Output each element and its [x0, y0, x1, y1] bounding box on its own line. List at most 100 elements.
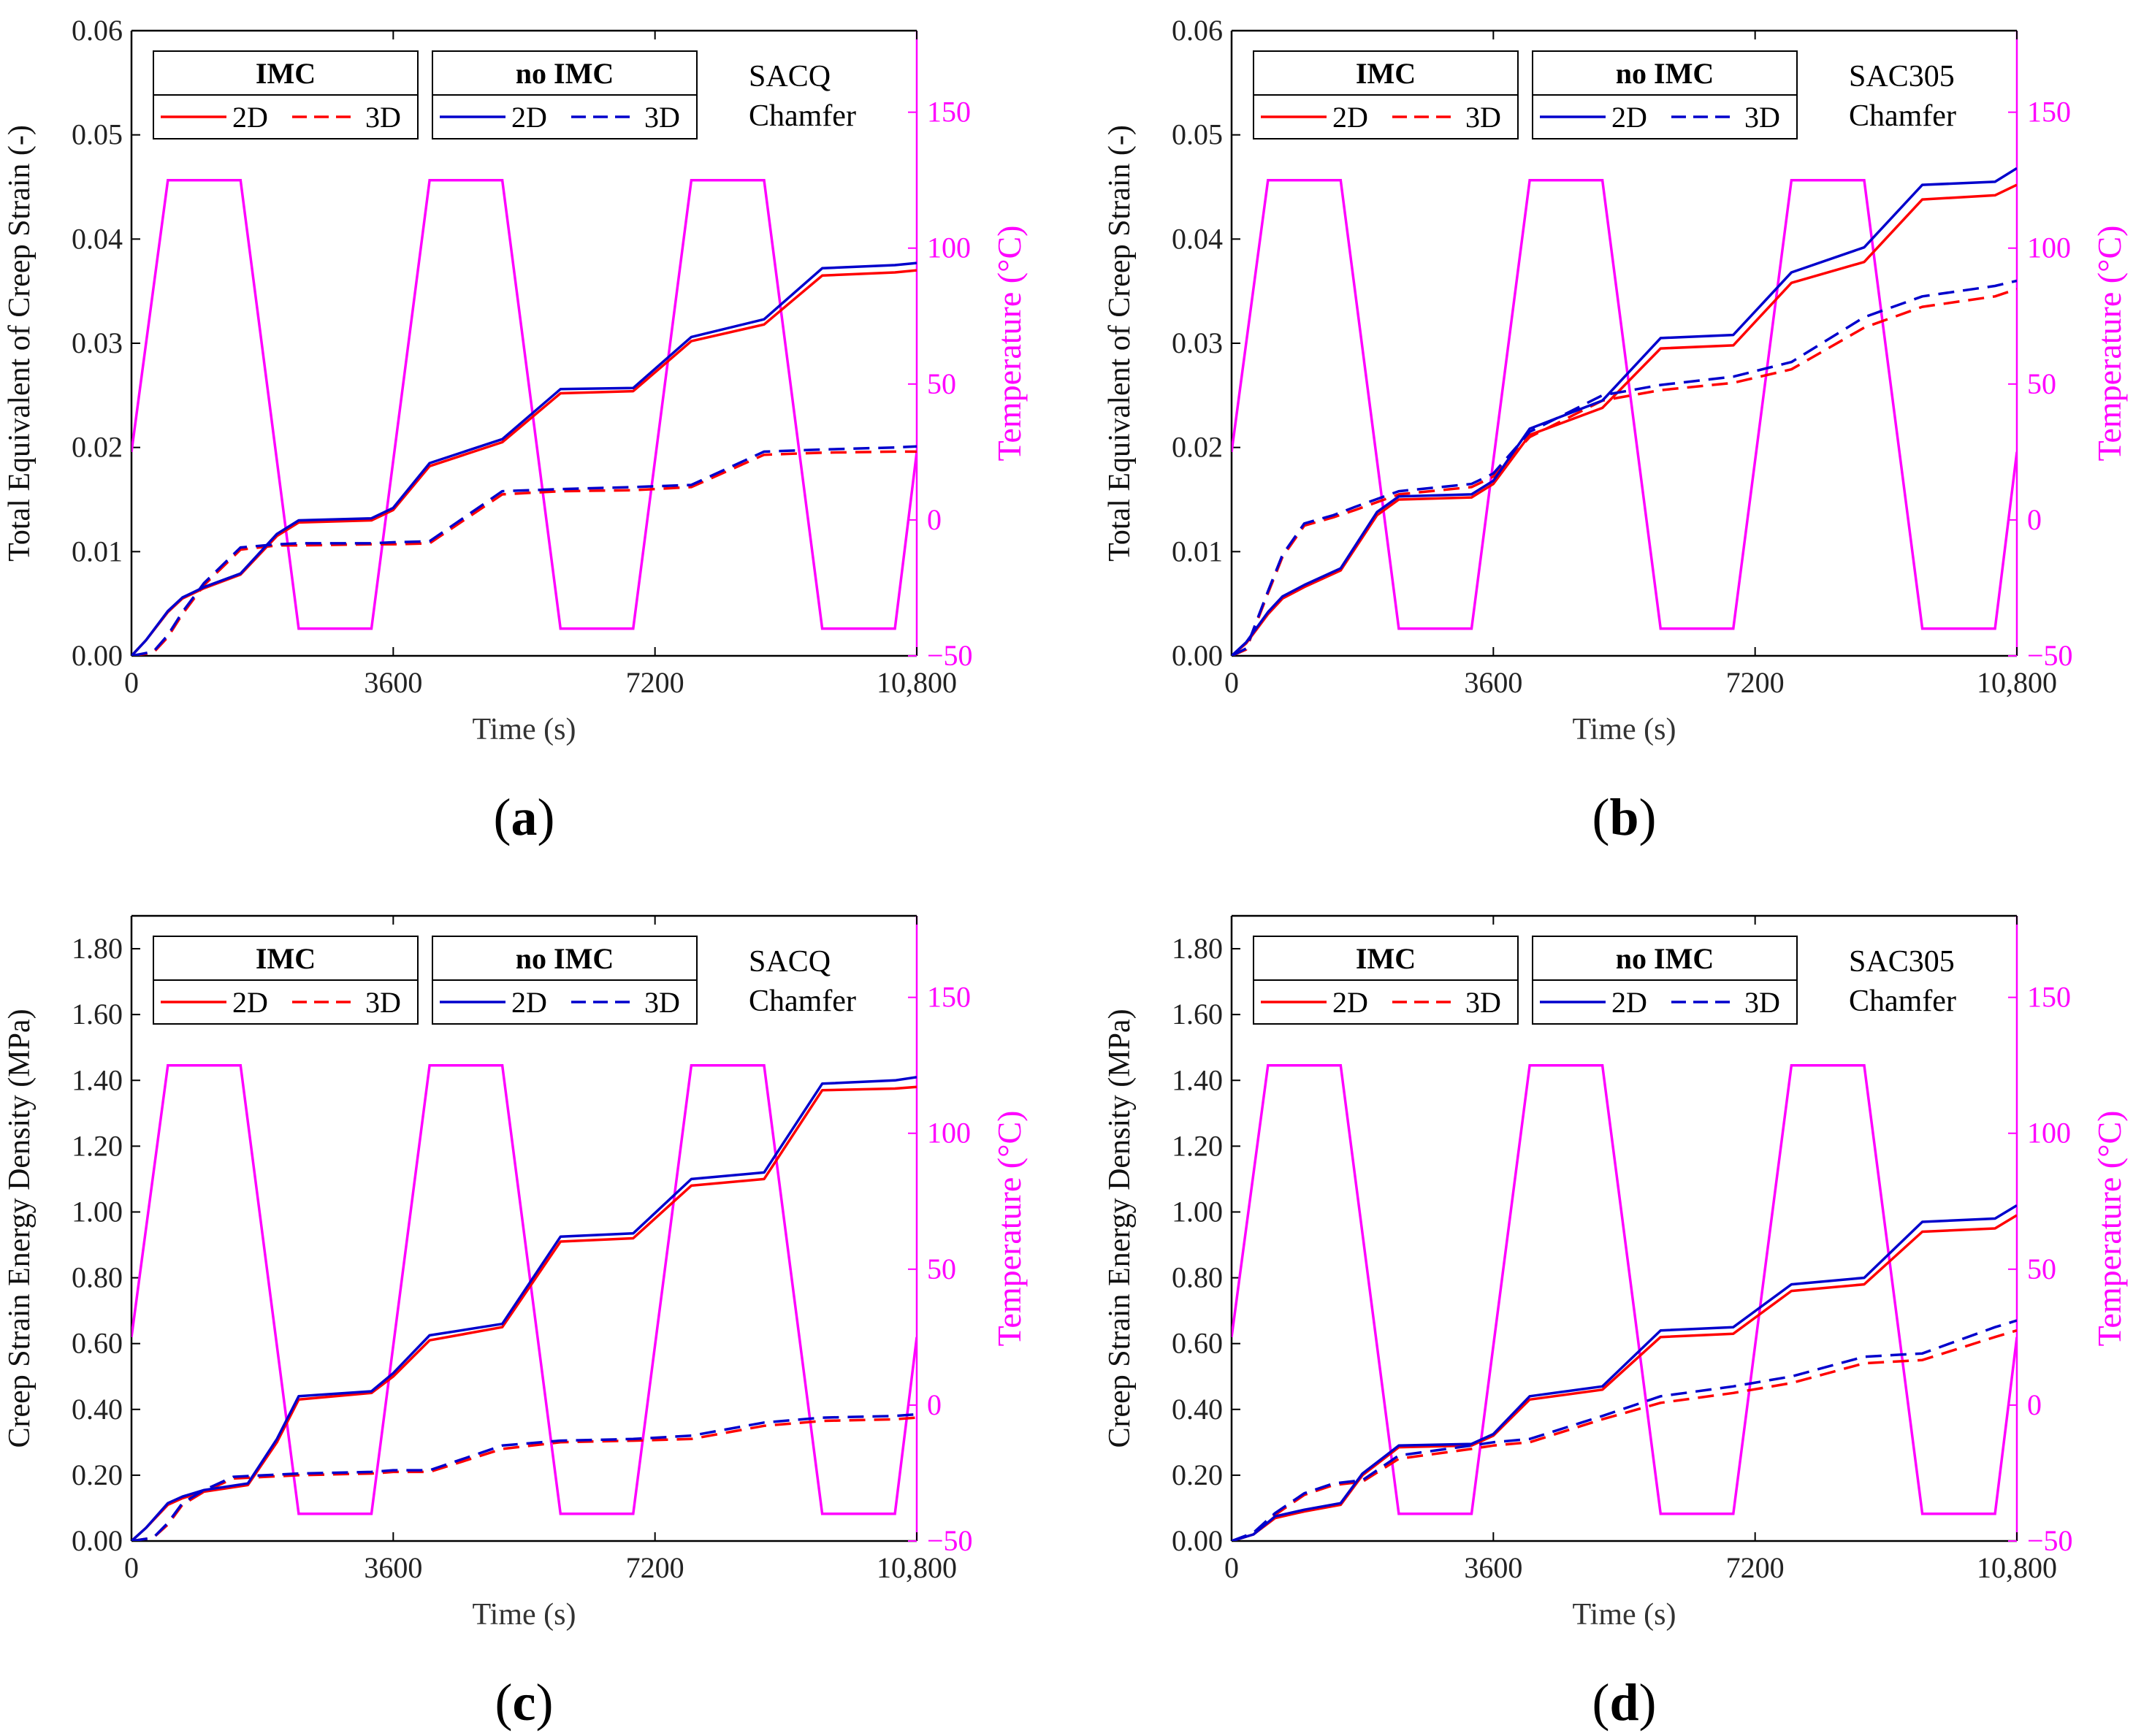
- y-tick-label: 0.00: [72, 1524, 123, 1557]
- y-tick-label: 1.60: [1172, 998, 1223, 1030]
- legend-label-3d: 3D: [1744, 986, 1780, 1019]
- series-line-imc-2d: [131, 1085, 917, 1541]
- y-tick-label: 1.40: [1172, 1063, 1223, 1096]
- y-axis-label: Creep Strain Energy Density (MPa): [3, 1009, 37, 1448]
- legend-no_imc: no IMC 2D 3D: [1532, 936, 1798, 1025]
- y-axis-label: Creep Strain Energy Density (MPa): [1103, 1009, 1137, 1448]
- y-tick-label: 0.02: [72, 431, 123, 464]
- legend-no_imc: no IMC 2D 3D: [1532, 50, 1798, 139]
- plot-area: [131, 178, 917, 656]
- plot-area: [1232, 167, 2017, 656]
- legend-title-box: [1253, 50, 1519, 96]
- y-tick-label: 0.00: [1172, 639, 1223, 672]
- legend-entries-box: [432, 94, 698, 139]
- annotation-text: Chamfer: [1849, 99, 1956, 133]
- y2-axis-label: Temperature (°C): [2091, 226, 2128, 462]
- x-axis-label: Time (s): [473, 1598, 576, 1632]
- y2-tick-label: 100: [2027, 232, 2071, 264]
- panel-label-letter: a: [511, 788, 538, 846]
- y2-tick-label: 150: [2027, 981, 2071, 1014]
- annotation-text: SAC305: [1849, 60, 1955, 93]
- y-tick-label: 0.80: [1172, 1261, 1223, 1294]
- y2-tick-label: 0: [927, 503, 942, 536]
- y2-tick-label: 50: [2027, 367, 2056, 400]
- y-tick-label: 1.80: [1172, 932, 1223, 965]
- x-tick-label: 0: [124, 1551, 139, 1584]
- panel-label-letter: c: [513, 1673, 536, 1732]
- temperature-line: [131, 178, 917, 630]
- annotation-text: Chamfer: [749, 984, 856, 1018]
- series-line-imc-2d: [1232, 1214, 2017, 1541]
- chart-panel-a: 0 3600 7200 10,800 0.00 0.01 0.02 0.03 0.04 0.05 0…: [3, 14, 1028, 846]
- annotation-text: Chamfer: [749, 99, 856, 133]
- y2-tick-label: 50: [2027, 1253, 2056, 1285]
- x-tick-label: 3600: [364, 666, 422, 699]
- legend-imc: IMC 2D 3D: [1253, 50, 1519, 139]
- chart-panel-c: 0 3600 7200 10,800 0.00 0.20 0.40 0.60 0.80 1.00 1…: [3, 914, 1028, 1732]
- x-tick-label: 0: [1224, 1551, 1239, 1584]
- chart-panel-d: 0 3600 7200 10,800 0.00 0.20 0.40 0.60 0.80 1.00 1…: [1103, 914, 2128, 1732]
- y2-axis-label: Temperature (°C): [991, 1111, 1028, 1347]
- x-tick-label: 0: [1224, 666, 1239, 699]
- legend-title-box: [432, 50, 698, 96]
- y-tick-label: 1.60: [72, 998, 123, 1030]
- panel-label-close: ): [1639, 1673, 1657, 1732]
- series-line-imc-3d: [1232, 1329, 2017, 1541]
- annotation-text: SACQ: [749, 60, 831, 93]
- y-tick-label: 0.60: [72, 1327, 123, 1360]
- legend-label-3d: 3D: [365, 101, 401, 134]
- temperature-line: [131, 1063, 917, 1515]
- y-tick-label: 0.05: [1172, 118, 1223, 151]
- y2-tick-label: −50: [2027, 1524, 2073, 1557]
- legend-label-2d: 2D: [1332, 101, 1368, 134]
- y2-tick-label: 0: [2027, 1388, 2042, 1421]
- series-line-no_imc-2d: [1232, 167, 2017, 656]
- legend-label-2d: 2D: [232, 101, 268, 134]
- legend-title-box: [153, 50, 419, 96]
- y-tick-label: 1.80: [72, 932, 123, 965]
- y-tick-label: 1.20: [1172, 1129, 1223, 1162]
- x-tick-label: 3600: [364, 1551, 422, 1584]
- series-line-no_imc-3d: [1232, 279, 2017, 656]
- chart-panel-b: 0 3600 7200 10,800 0.00 0.01 0.02 0.03 0.04 0.05 0…: [1103, 14, 2128, 846]
- y2-tick-label: 150: [927, 96, 971, 129]
- plot-area: [131, 1063, 917, 1541]
- y-tick-label: 1.40: [72, 1063, 123, 1096]
- series-line-no_imc-3d: [131, 445, 917, 656]
- x-axis-label: Time (s): [473, 713, 576, 746]
- y-tick-label: 0.20: [72, 1458, 123, 1491]
- y-tick-label: 0.03: [1172, 326, 1223, 359]
- y-tick-label: 0.00: [1172, 1524, 1223, 1557]
- y2-tick-label: −50: [927, 1524, 973, 1557]
- legend-label-2d: 2D: [511, 986, 547, 1019]
- y-tick-label: 0.04: [72, 222, 123, 255]
- y-tick-label: 0.05: [72, 118, 123, 151]
- legend-label-3d: 3D: [1465, 986, 1501, 1019]
- legend-label-3d: 3D: [1465, 101, 1501, 134]
- panel-label-open: (: [1592, 1673, 1609, 1732]
- annotation-text: SACQ: [749, 945, 831, 979]
- x-tick-label: 10,800: [877, 1551, 957, 1584]
- panel-label-open: (: [1592, 788, 1609, 846]
- y2-axis-label: Temperature (°C): [2091, 1111, 2128, 1347]
- legend-title: no IMC: [516, 942, 614, 975]
- y2-tick-label: −50: [927, 639, 973, 672]
- series-line-imc-3d: [1232, 288, 2017, 656]
- x-tick-label: 10,800: [1977, 1551, 2057, 1584]
- y-tick-label: 0.40: [72, 1393, 123, 1426]
- series-line-no_imc-2d: [1232, 1204, 2017, 1541]
- y-tick-label: 0.01: [72, 535, 123, 567]
- y2-axis-label: Temperature (°C): [991, 226, 1028, 462]
- legend-title: IMC: [1356, 942, 1416, 975]
- legend-title: no IMC: [516, 57, 614, 90]
- legend-label-2d: 2D: [232, 986, 268, 1019]
- series-line-no_imc-3d: [131, 1412, 917, 1541]
- y-tick-label: 0.20: [1172, 1458, 1223, 1491]
- y-tick-label: 0.04: [1172, 222, 1223, 255]
- y2-tick-label: −50: [2027, 639, 2073, 672]
- y-axis-label: Total Equivalent of Creep Strain (-): [3, 125, 37, 562]
- y2-tick-label: 100: [927, 1117, 971, 1150]
- legend-title: IMC: [256, 57, 316, 90]
- y-tick-label: 0.06: [1172, 14, 1223, 47]
- legend-title-box: [1532, 50, 1798, 96]
